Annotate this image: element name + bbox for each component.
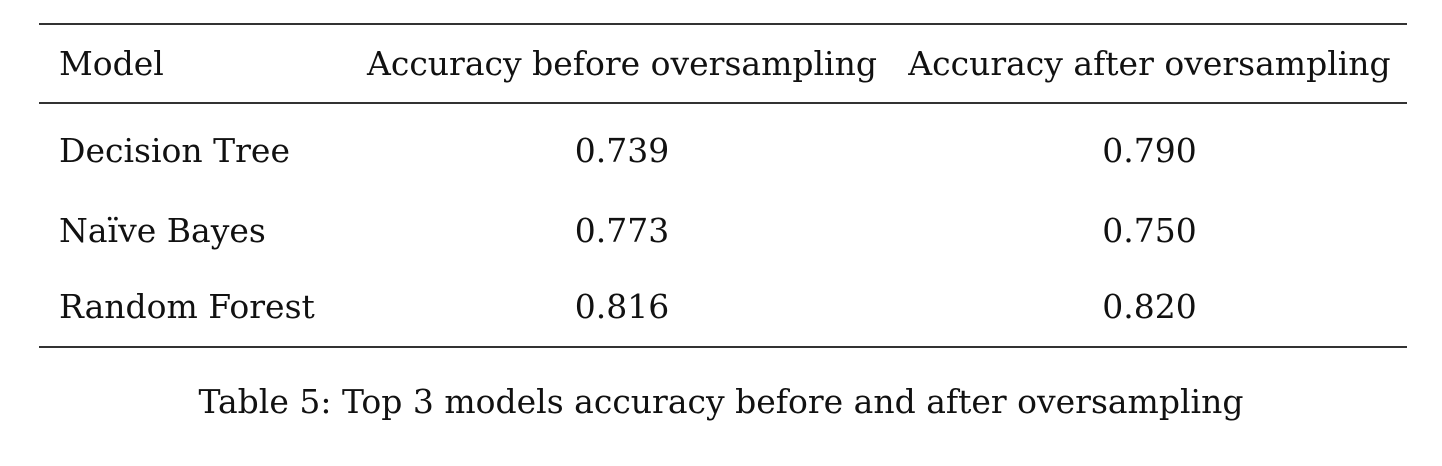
table-body: Decision Tree 0.739 0.790 Naïve Bayes 0.… [39,103,1407,347]
model-name-cell: Decision Tree [59,130,290,170]
header-accuracy-after: Accuracy after oversampling [908,44,1391,83]
results-table-container: Model Accuracy before oversampling Accur… [39,23,1407,348]
accuracy-after-cell: 0.790 [1102,130,1197,170]
accuracy-before-cell: 0.816 [574,286,670,326]
table-caption: Table 5: Top 3 models accuracy before an… [198,382,1244,421]
header-row: Model Accuracy before oversampling Accur… [39,24,1407,103]
results-table: Model Accuracy before oversampling Accur… [39,23,1407,348]
accuracy-before-cell: 0.773 [574,210,670,250]
accuracy-after-cell: 0.820 [1102,286,1197,326]
accuracy-before-cell: 0.739 [574,130,670,170]
table-row: Decision Tree 0.739 0.790 [39,103,1407,192]
header-model: Model [59,44,164,83]
table-row: Naïve Bayes 0.773 0.750 [39,192,1407,268]
model-name-cell: Random Forest [59,286,315,326]
header-accuracy-before: Accuracy before oversampling [367,44,877,83]
accuracy-after-cell: 0.750 [1102,210,1197,250]
model-name-cell: Naïve Bayes [59,210,266,250]
table-header: Model Accuracy before oversampling Accur… [39,24,1407,103]
table-row: Random Forest 0.816 0.820 [39,268,1407,347]
